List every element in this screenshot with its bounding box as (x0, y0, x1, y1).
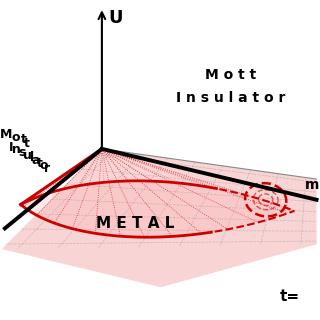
Text: a: a (32, 154, 40, 167)
Text: l: l (30, 151, 34, 164)
Text: n: n (12, 143, 20, 156)
Text: t: t (20, 133, 26, 146)
Text: t: t (24, 137, 30, 150)
Text: m: m (305, 179, 319, 192)
Text: M E T A L: M E T A L (96, 216, 174, 231)
Text: s: s (19, 146, 26, 159)
Text: o: o (39, 159, 48, 172)
Text: r: r (44, 162, 51, 175)
Text: I: I (9, 141, 13, 154)
Text: M o t t
I n s u l a t o r: M o t t I n s u l a t o r (176, 68, 285, 105)
Text: M: M (0, 128, 13, 141)
Text: t=: t= (280, 289, 300, 304)
Text: t: t (37, 157, 43, 170)
Polygon shape (2, 149, 316, 287)
Text: U: U (108, 9, 123, 27)
Text: o: o (12, 131, 20, 144)
Text: u: u (23, 149, 32, 162)
Polygon shape (21, 181, 294, 237)
